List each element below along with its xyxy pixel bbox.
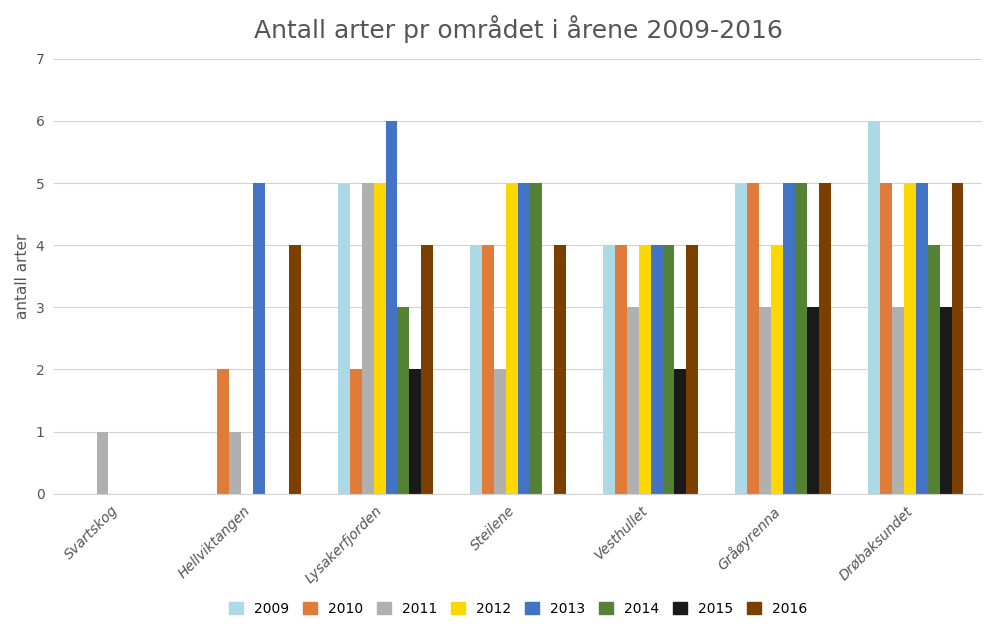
Bar <box>422 245 434 494</box>
Bar <box>880 183 892 494</box>
Bar <box>289 245 301 494</box>
Bar <box>807 307 819 494</box>
Bar <box>554 245 565 494</box>
Bar <box>398 307 410 494</box>
Bar <box>97 432 109 494</box>
Bar <box>506 183 518 494</box>
Bar <box>772 245 784 494</box>
Bar <box>603 245 615 494</box>
Legend: 2009, 2010, 2011, 2012, 2013, 2014, 2015, 2016: 2009, 2010, 2011, 2012, 2013, 2014, 2015… <box>223 596 813 622</box>
Bar <box>350 370 362 494</box>
Bar <box>471 245 483 494</box>
Bar <box>217 370 229 494</box>
Bar <box>615 245 627 494</box>
Bar <box>663 245 675 494</box>
Title: Antall arter pr området i årene 2009-2016: Antall arter pr området i årene 2009-201… <box>253 15 783 43</box>
Bar <box>915 183 927 494</box>
Bar <box>784 183 795 494</box>
Bar <box>627 307 639 494</box>
Bar <box>939 307 951 494</box>
Bar <box>748 183 760 494</box>
Y-axis label: antall arter: antall arter <box>15 234 30 319</box>
Bar <box>495 370 506 494</box>
Bar <box>760 307 772 494</box>
Bar <box>229 432 241 494</box>
Bar <box>892 307 904 494</box>
Bar <box>530 183 542 494</box>
Bar <box>518 183 530 494</box>
Bar <box>736 183 748 494</box>
Bar <box>951 183 963 494</box>
Bar <box>362 183 374 494</box>
Bar <box>483 245 495 494</box>
Bar <box>795 183 807 494</box>
Bar <box>410 370 422 494</box>
Bar <box>253 183 265 494</box>
Bar <box>868 121 880 494</box>
Bar <box>338 183 350 494</box>
Bar <box>675 370 686 494</box>
Bar <box>651 245 663 494</box>
Bar <box>819 183 831 494</box>
Bar <box>904 183 915 494</box>
Bar <box>386 121 398 494</box>
Bar <box>686 245 698 494</box>
Bar <box>374 183 386 494</box>
Bar <box>927 245 939 494</box>
Bar <box>639 245 651 494</box>
